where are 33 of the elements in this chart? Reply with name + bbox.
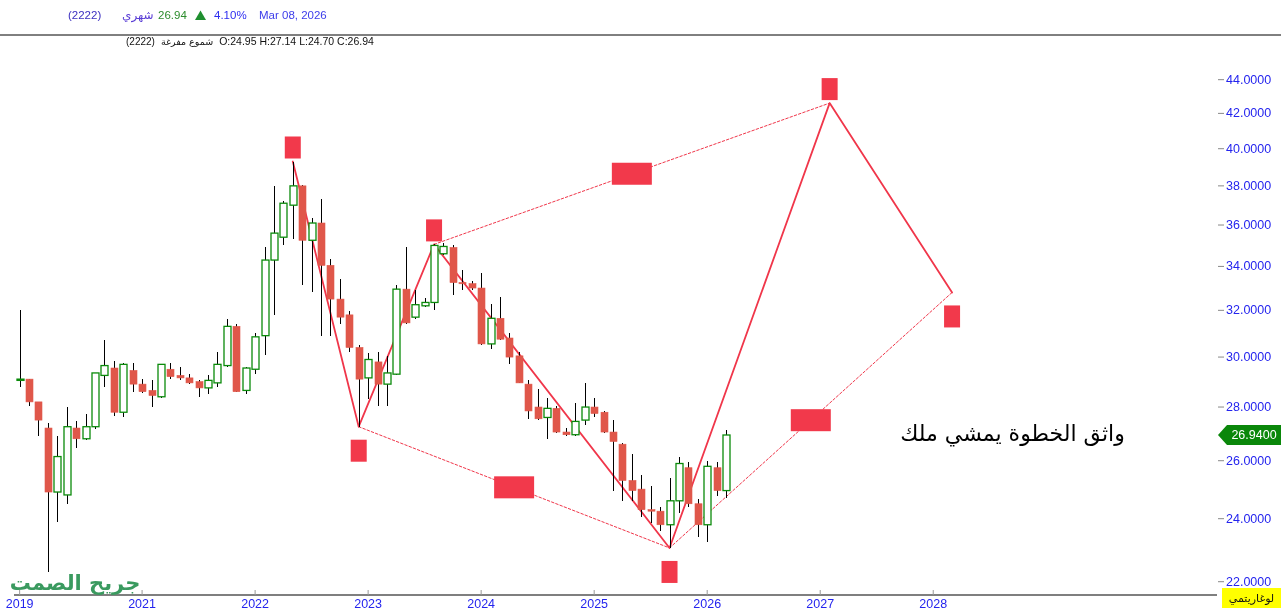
y-tick-label: 22.0000 [1226, 574, 1272, 589]
x-tick-label: 2028 [919, 596, 948, 611]
x-tick-label: 2026 [693, 596, 722, 611]
text: (2222) [68, 9, 102, 21]
annotation: (2222) [126, 35, 155, 47]
annotation: O:24.95 H:27.14 L:24.70 C:26.94 [219, 35, 375, 47]
y-tick-label: 36.0000 [1226, 218, 1272, 233]
y-tick-label: 32.0000 [1226, 303, 1272, 318]
text: شهري [122, 8, 154, 23]
text: Mar 08, 2026 [259, 9, 327, 21]
text: 4.10% [214, 9, 247, 21]
x-tick-label: 2023 [354, 596, 383, 611]
y-tick-label: 24.0000 [1226, 511, 1272, 526]
annotation: جريح الصمت [9, 571, 141, 595]
y-tick-label: 44.0000 [1226, 72, 1272, 87]
text: 26.9400 [1231, 427, 1277, 442]
x-tick-label: 2025 [580, 596, 609, 611]
y-tick-label: 30.0000 [1226, 350, 1272, 365]
y-tick-label: 26.0000 [1226, 453, 1272, 468]
annotation: واثق الخطوة يمشي ملك [900, 420, 1125, 447]
y-tick-label: 28.0000 [1226, 400, 1272, 415]
y-tick-label: 42.0000 [1226, 106, 1272, 121]
annotation: شموع مفرغة [160, 35, 214, 47]
x-tick-label: 2021 [128, 596, 157, 611]
y-tick-label: 34.0000 [1226, 259, 1272, 274]
y-tick-label: 40.0000 [1226, 141, 1272, 156]
x-tick-label: 2019 [5, 596, 34, 611]
x-tick-label: 2027 [806, 596, 835, 611]
x-tick-label: 2024 [467, 596, 496, 611]
y-tick-label: 38.0000 [1226, 178, 1272, 193]
text: لوغاريتمي [1228, 591, 1275, 605]
text: 26.94 [158, 9, 188, 21]
x-tick-label: 2022 [241, 596, 270, 611]
